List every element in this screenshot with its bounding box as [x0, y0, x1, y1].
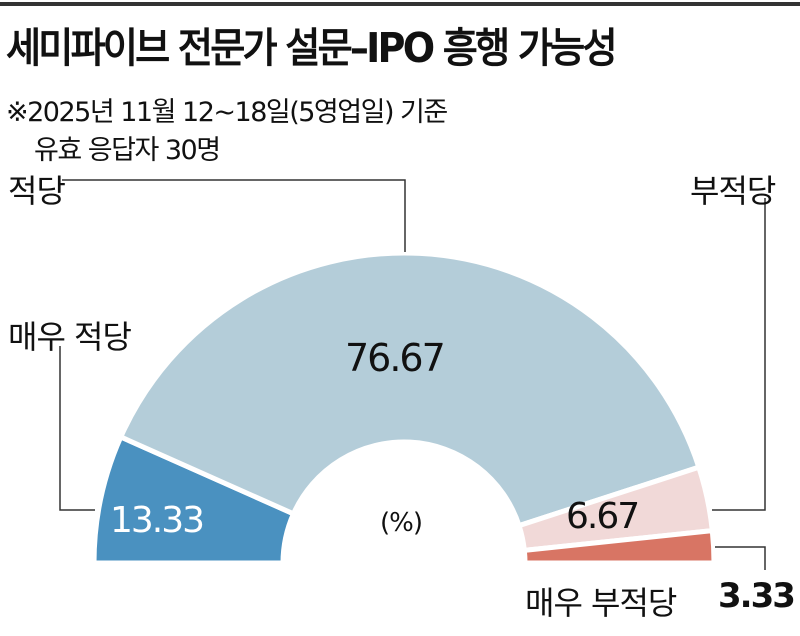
unit-label: (%) [380, 508, 423, 538]
leader-very-appropriate [59, 346, 95, 511]
leader-appropriate [62, 179, 406, 252]
label-inappropriate: 부적당 [690, 172, 776, 210]
value-very-appropriate: 13.33 [110, 500, 205, 541]
label-very-inappropriate: 매우 부적당 [525, 584, 677, 622]
note-date: ※2025년 11월 12~18일(5영업일) 기준 [6, 97, 448, 128]
label-very-appropriate: 매우 적당 [8, 318, 132, 356]
value-inappropriate: 6.67 [566, 496, 640, 537]
slice-appropriate [117, 250, 702, 529]
note-respondents: 유효 응답자 30명 [34, 135, 221, 166]
value-appropriate: 76.67 [345, 336, 446, 380]
value-very-inappropriate: 3.33 [718, 576, 796, 616]
chart-title: 세미파이브 전문가 설문–IPO 흥행 가능성 [6, 24, 618, 72]
leader-inappropriate [712, 198, 766, 511]
label-appropriate: 적당 [8, 172, 66, 210]
slice-very-inappropriate [521, 527, 717, 566]
top-rule [0, 2, 800, 6]
leader-very-inappropriate [715, 546, 766, 570]
